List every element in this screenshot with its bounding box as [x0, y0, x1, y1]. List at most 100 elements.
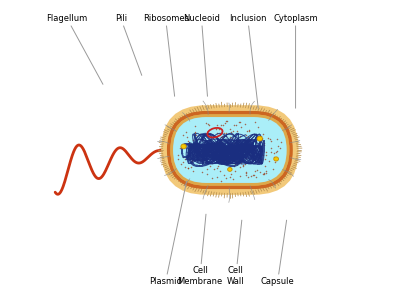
Point — [215, 163, 221, 168]
Point — [232, 169, 238, 173]
Point — [189, 158, 195, 162]
Point — [212, 153, 218, 158]
Point — [225, 144, 232, 149]
Point — [199, 137, 206, 142]
Point — [218, 179, 224, 184]
Point — [261, 142, 267, 147]
Point — [227, 134, 233, 139]
Point — [238, 161, 244, 166]
Point — [196, 163, 202, 168]
Point — [263, 168, 269, 173]
Point — [223, 176, 229, 180]
FancyBboxPatch shape — [172, 116, 288, 184]
Point — [220, 123, 226, 128]
Point — [259, 152, 266, 157]
Point — [255, 124, 262, 129]
Ellipse shape — [274, 157, 278, 161]
Point — [185, 138, 191, 143]
Point — [231, 123, 237, 128]
Point — [255, 159, 261, 164]
Point — [275, 143, 281, 148]
Point — [256, 170, 263, 175]
Text: Cell
Membrane: Cell Membrane — [177, 214, 223, 286]
Point — [278, 140, 284, 145]
Point — [205, 147, 211, 152]
Point — [192, 130, 198, 135]
Point — [218, 152, 225, 157]
Point — [199, 151, 205, 155]
FancyBboxPatch shape — [169, 113, 291, 187]
Point — [262, 164, 268, 169]
Point — [198, 143, 204, 148]
Point — [237, 119, 244, 124]
Point — [214, 122, 220, 127]
Point — [252, 169, 258, 174]
Point — [203, 148, 210, 152]
Point — [182, 130, 189, 135]
Point — [193, 139, 200, 144]
Point — [221, 130, 228, 135]
Point — [236, 120, 242, 125]
Point — [258, 136, 264, 141]
Text: Inclusion: Inclusion — [229, 14, 266, 108]
Point — [241, 146, 247, 151]
Point — [259, 135, 265, 140]
Point — [243, 172, 250, 177]
Point — [202, 148, 209, 152]
Point — [203, 159, 209, 164]
Point — [192, 124, 198, 129]
Point — [178, 161, 184, 166]
Point — [250, 147, 257, 152]
Point — [252, 148, 258, 153]
Point — [192, 158, 198, 162]
Point — [220, 134, 227, 138]
Point — [204, 167, 210, 172]
FancyBboxPatch shape — [174, 118, 286, 182]
Point — [204, 122, 211, 127]
Point — [264, 135, 271, 140]
Point — [240, 163, 246, 167]
Point — [185, 166, 191, 171]
Point — [209, 175, 215, 180]
Point — [272, 159, 278, 164]
Point — [213, 150, 219, 154]
Point — [231, 164, 238, 169]
Point — [260, 131, 267, 136]
Point — [222, 134, 229, 139]
Ellipse shape — [181, 144, 186, 149]
Point — [244, 150, 251, 154]
Point — [207, 132, 213, 136]
Point — [213, 156, 220, 161]
Point — [231, 154, 237, 159]
Point — [248, 174, 254, 179]
Point — [247, 152, 254, 157]
Point — [218, 138, 224, 143]
Point — [195, 149, 201, 154]
Point — [260, 139, 266, 144]
Point — [259, 148, 265, 153]
Point — [242, 142, 249, 146]
Point — [262, 171, 269, 176]
Point — [198, 145, 205, 149]
Point — [203, 142, 209, 147]
Point — [272, 157, 278, 161]
Point — [210, 166, 217, 171]
Text: Cytoplasm: Cytoplasm — [273, 14, 318, 108]
Point — [228, 129, 234, 134]
Point — [191, 133, 198, 138]
Point — [260, 141, 267, 146]
Text: Flagellum: Flagellum — [46, 14, 103, 84]
Point — [197, 131, 203, 136]
Point — [190, 138, 196, 142]
Point — [231, 150, 238, 155]
Point — [242, 161, 248, 166]
Point — [274, 136, 281, 141]
Point — [211, 155, 218, 160]
Point — [229, 132, 236, 137]
Point — [220, 134, 227, 139]
Point — [243, 171, 250, 176]
Point — [261, 171, 267, 176]
Point — [243, 156, 250, 161]
Text: Cell
Wall: Cell Wall — [227, 220, 245, 286]
Point — [251, 146, 257, 151]
